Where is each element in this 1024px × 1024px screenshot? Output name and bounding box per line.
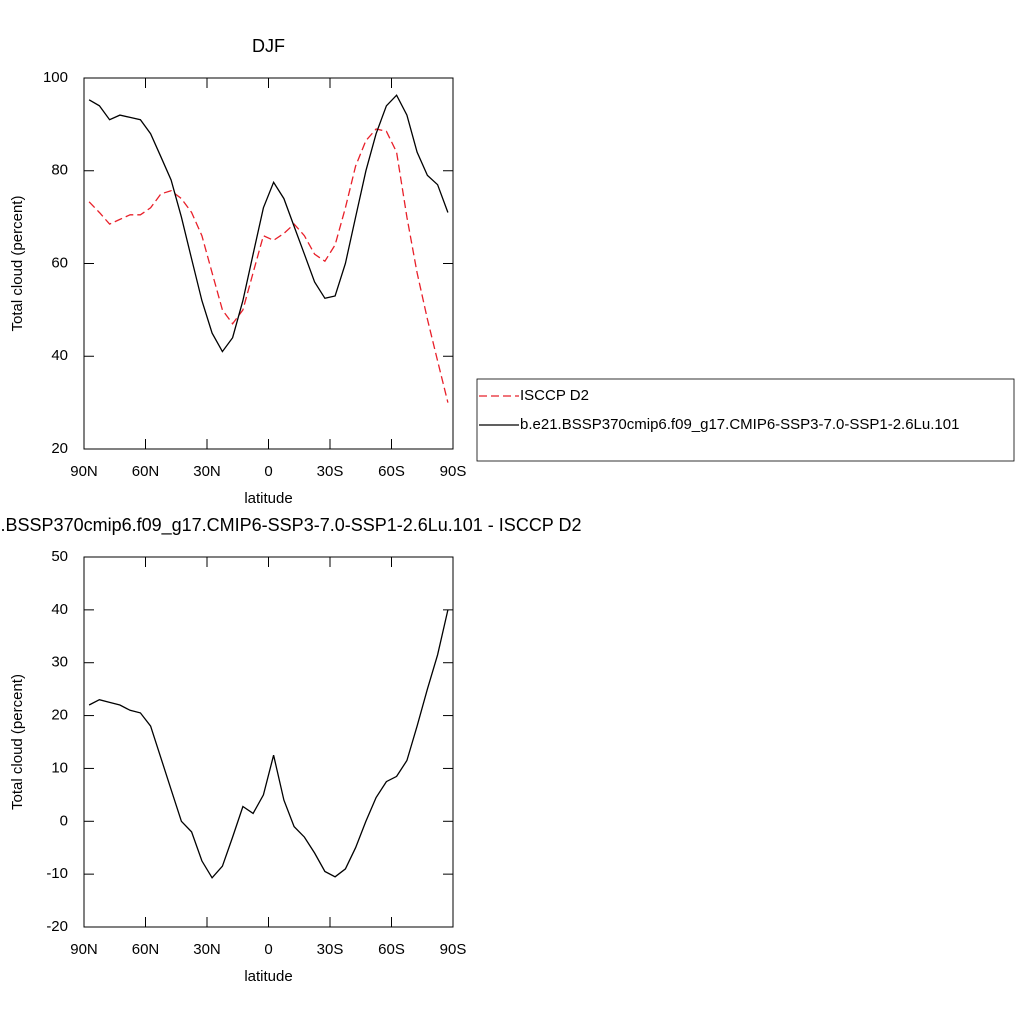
- y-tick-label: 60: [51, 254, 68, 271]
- x-tick-label: 30N: [193, 941, 221, 958]
- x-tick-label: 30S: [317, 941, 344, 958]
- x-tick-label: 30S: [317, 463, 344, 480]
- x-tick-label: 90N: [70, 941, 98, 958]
- x-tick-label: 60S: [378, 463, 405, 480]
- x-tick-label: 90N: [70, 463, 98, 480]
- data-line: [88, 609, 449, 879]
- y-tick-label: 50: [51, 548, 68, 565]
- y-tick-label: -10: [46, 865, 68, 882]
- x-tick-label: 90S: [440, 463, 467, 480]
- x-tick-label: 60N: [132, 941, 160, 958]
- y-tick-label: 100: [43, 69, 68, 86]
- x-axis-label: latitude: [244, 490, 292, 507]
- x-tick-label: 60S: [378, 941, 405, 958]
- x-tick-label: 30N: [193, 463, 221, 480]
- plot-frame: [83, 77, 454, 450]
- y-axis-label: Total cloud (percent): [9, 674, 26, 810]
- data-line: [88, 128, 449, 403]
- x-tick-label: 60N: [132, 463, 160, 480]
- y-tick-label: 20: [51, 440, 68, 457]
- y-tick-label: -20: [46, 918, 68, 935]
- y-tick-label: 0: [60, 812, 68, 829]
- x-tick-label: 90S: [440, 941, 467, 958]
- y-tick-label: 80: [51, 162, 68, 179]
- data-line: [88, 94, 449, 353]
- y-axis-label: Total cloud (percent): [9, 196, 26, 332]
- y-tick-label: 30: [51, 654, 68, 671]
- x-tick-label: 0: [264, 463, 272, 480]
- legend-label: b.e21.BSSP370cmip6.f09_g17.CMIP6-SSP3-7.…: [520, 416, 959, 433]
- plot-frame: [83, 556, 454, 928]
- y-tick-label: 20: [51, 707, 68, 724]
- y-tick-label: 10: [51, 759, 68, 776]
- y-tick-label: 40: [51, 347, 68, 364]
- chart-title: DJF: [252, 36, 285, 56]
- legend-box: [476, 378, 1015, 462]
- y-tick-label: 40: [51, 601, 68, 618]
- legend-label: ISCCP D2: [520, 387, 589, 404]
- chart-title: b.e21.BSSP370cmip6.f09_g17.CMIP6-SSP3-7.…: [0, 515, 582, 536]
- x-tick-label: 0: [264, 941, 272, 958]
- x-axis-label: latitude: [244, 968, 292, 985]
